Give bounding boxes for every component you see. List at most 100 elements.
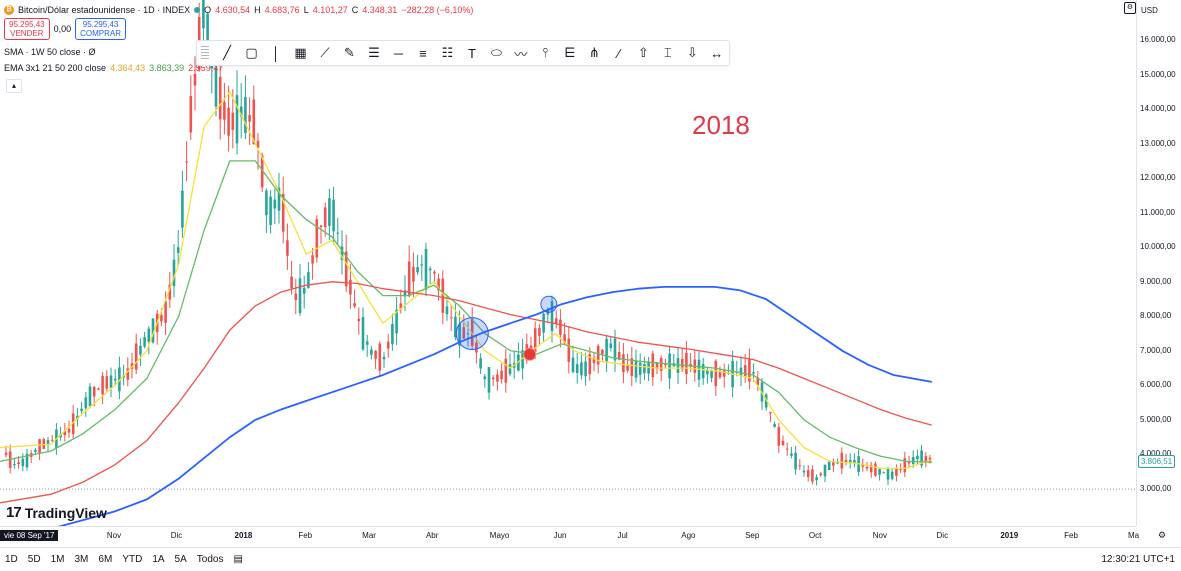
ellipse-icon[interactable]: ⬭	[490, 45, 502, 60]
candle-body	[147, 328, 151, 342]
candle-body	[349, 279, 352, 295]
candle-body	[714, 360, 718, 387]
drawing-toolbar[interactable]: ╱ ▢ │ ▦ ⟋ ✎ ☰ ─ ≡ ☷ T ⬭ 〰 ⫯ ⋿ ⋔ ⁄ ⇧ ⌶ ⇩ …	[196, 40, 730, 66]
collapse-legend-button[interactable]: ▴	[6, 79, 22, 93]
candle-body	[50, 439, 54, 441]
rectangle-icon[interactable]: ▢	[245, 45, 258, 60]
candle-body	[550, 301, 554, 332]
price-tick-label: 16.000,00	[1140, 35, 1176, 44]
range-1d[interactable]: 1D	[5, 554, 18, 565]
price-tick-label: 14.000,00	[1140, 104, 1176, 114]
chart-area[interactable]	[0, 0, 1136, 526]
range-icon[interactable]: ☷	[441, 45, 454, 60]
candle-body	[634, 360, 638, 378]
chart-settings-icon[interactable]: ⚙	[1124, 2, 1136, 14]
signpost-icon[interactable]: ⫯	[542, 45, 549, 60]
candle-body	[907, 462, 911, 464]
pattern-icon[interactable]: ⁄	[617, 45, 620, 61]
candle-body	[655, 362, 659, 369]
candle-body	[575, 364, 579, 374]
drag-handle-icon[interactable]	[201, 46, 209, 60]
candle-body	[832, 461, 835, 466]
candle-body	[80, 408, 83, 412]
ema-row[interactable]: EMA 3x1 21 50 200 close 4.364,43 3.863,3…	[4, 62, 473, 74]
price-chart[interactable]	[0, 0, 1136, 526]
path-icon[interactable]: 〰	[514, 46, 528, 62]
candle-body	[538, 328, 541, 336]
pitchfork-icon[interactable]: ⋔	[588, 45, 600, 60]
range-todos[interactable]: Todos	[196, 554, 224, 565]
time-tick-label: Nov	[106, 531, 122, 540]
candle-body	[88, 386, 92, 407]
candle-body	[265, 190, 268, 216]
candle-body	[101, 375, 104, 395]
price-tick-label: 10.000,00	[1140, 242, 1176, 252]
candle-body	[462, 327, 466, 339]
candle-body	[202, 0, 205, 29]
candle-body	[38, 439, 41, 454]
ma-line-1	[0, 160, 932, 463]
candle-body	[399, 303, 403, 310]
candle-body	[139, 345, 142, 355]
candle-body	[168, 284, 172, 300]
candle-body	[869, 465, 873, 473]
candle-body	[244, 96, 247, 134]
candle-body	[865, 466, 869, 469]
arrow-path-icon[interactable]: ⋿	[564, 45, 576, 60]
price-axis[interactable]: 3.000,00 4.000,00 5.000,00 6.000,00 7.000,00…	[1136, 0, 1181, 526]
text-icon[interactable]: T	[467, 45, 476, 61]
tradingview-logo[interactable]: 17 TradingView	[6, 504, 107, 521]
sma-row[interactable]: SMA · 1W 50 close · Ø	[4, 46, 473, 58]
range-5d[interactable]: 5D	[27, 554, 41, 565]
highlight-circle-large	[455, 317, 489, 351]
candle-body	[395, 309, 398, 334]
event-marker	[523, 347, 537, 361]
calendar-icon[interactable]: ▤	[233, 554, 243, 565]
range-5a[interactable]: 5A	[174, 554, 187, 565]
time-axis[interactable]: Nov Dic 2018 Feb Mar Abr Mayo Jun Jul Ago Sep Oct No…	[0, 526, 1139, 547]
candle-body	[882, 472, 886, 474]
price-tick-label: 8.000,00	[1140, 311, 1172, 321]
axis-settings-icon[interactable]: ⚙	[1158, 530, 1167, 540]
market-status-icon	[194, 7, 201, 13]
buy-button[interactable]: 95.295,43 COMPRAR	[75, 18, 127, 40]
arrow-down-icon[interactable]: ⇩	[686, 45, 698, 60]
date-range-icon[interactable]: ↔	[710, 45, 724, 61]
candle-body	[223, 102, 226, 120]
range-1a[interactable]: 1A	[152, 554, 165, 565]
candle-body	[475, 342, 478, 353]
range-1m[interactable]: 1M	[50, 554, 65, 565]
symbol-name[interactable]: Bitcoin/Dólar estadounidense · 1D · INDE…	[18, 5, 191, 15]
range-3m[interactable]: 3M	[74, 554, 89, 565]
candle-body	[895, 468, 898, 476]
candle-body	[815, 477, 818, 481]
range-ytd[interactable]: YTD	[122, 554, 143, 565]
parallel-channel-icon[interactable]: ☰	[368, 45, 380, 60]
candle-body	[391, 324, 394, 345]
grid-icon[interactable]: ▦	[294, 45, 307, 60]
fib-icon[interactable]: ⟋	[320, 45, 330, 60]
candle-body	[273, 199, 277, 209]
candle-body	[21, 458, 25, 467]
candle-body	[848, 459, 852, 464]
range-6m[interactable]: 6M	[98, 554, 113, 565]
candle-body	[823, 464, 827, 477]
candle-body	[84, 397, 88, 409]
vertical-line-icon[interactable]: │	[271, 45, 281, 61]
candle-body	[97, 388, 100, 390]
candle-body	[134, 343, 138, 370]
brush-icon[interactable]: ✎	[344, 45, 355, 60]
candle-body	[680, 358, 684, 370]
year-annotation[interactable]: 2018	[692, 110, 750, 140]
trend-line-icon[interactable]: ╱	[223, 45, 231, 60]
arrow-up-icon[interactable]: ⇧	[637, 45, 649, 60]
horizontal-line-icon[interactable]: ─	[393, 45, 404, 61]
fib-channel-icon[interactable]: ≡	[419, 45, 427, 61]
candle-body	[588, 354, 592, 375]
sell-button[interactable]: 95.295,43 VENDER	[4, 18, 50, 40]
candle-body	[336, 232, 340, 234]
candle-body	[743, 365, 747, 377]
anchor-icon[interactable]: ⌶	[663, 45, 672, 60]
currency-label[interactable]: USD	[1141, 6, 1158, 15]
price-tick-label: 12.000,00	[1140, 173, 1176, 183]
